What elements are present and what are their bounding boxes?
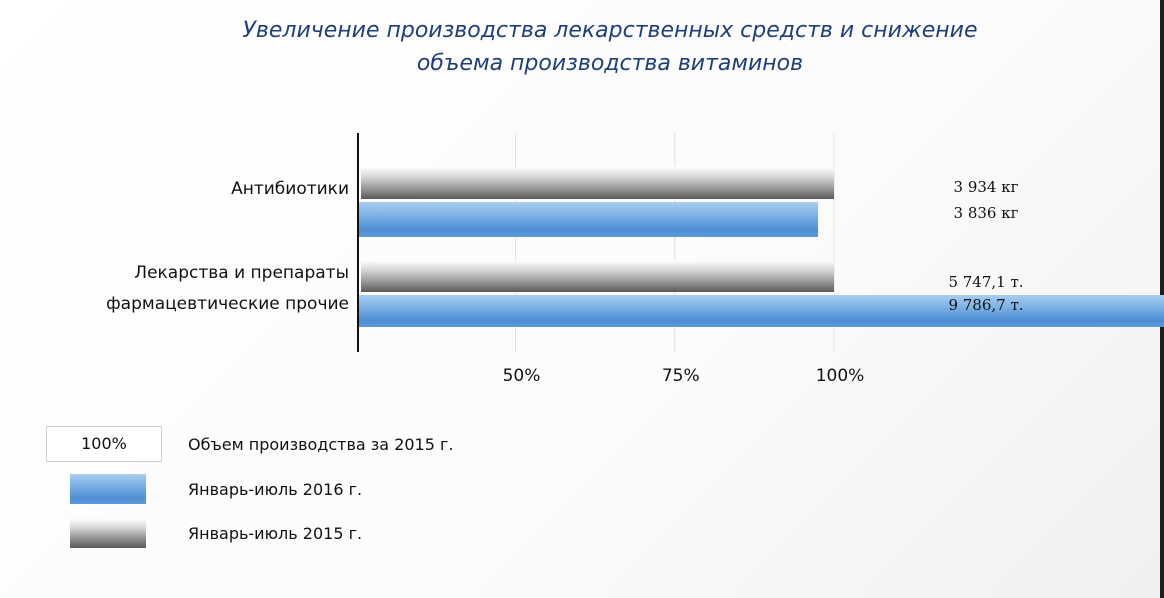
category-label: фармацевтические прочие: [106, 294, 349, 314]
legend-swatch-2015: [70, 518, 146, 548]
x-tick-label: 75%: [662, 366, 700, 386]
bar-2015-cat-1: [361, 167, 834, 199]
chart-title-line-1: Увеличение производства лекарственных ср…: [242, 18, 978, 43]
legend-label-2016: Январь-июль 2016 г.: [188, 480, 363, 499]
chart-title: Увеличение производства лекарственных ср…: [0, 14, 1164, 80]
data-label: 3 934 кг: [954, 178, 1019, 196]
legend-swatch-2016: [70, 474, 146, 504]
x-tick-label: 50%: [503, 366, 541, 386]
x-tick-label: 100%: [816, 366, 865, 386]
legend-reference-text: Объем производства за 2015 г.: [188, 435, 454, 454]
category-label: Лекарства и препараты: [134, 263, 349, 283]
data-label: 5 747,1 т.: [948, 273, 1023, 291]
legend-label-2015: Январь-июль 2015 г.: [188, 524, 363, 543]
legend-reference-box: 100%: [46, 426, 162, 462]
bar-2016-cat-1: [359, 202, 819, 237]
category-label: Антибиотики: [231, 179, 349, 199]
bar-2015-cat-2: [361, 260, 834, 292]
data-label: 9 786,7 т.: [948, 296, 1023, 314]
bar-2016-cat-2: [359, 295, 1164, 327]
data-label: 3 836 кг: [954, 204, 1019, 222]
chart-title-line-2: объема производства витаминов: [416, 51, 804, 76]
